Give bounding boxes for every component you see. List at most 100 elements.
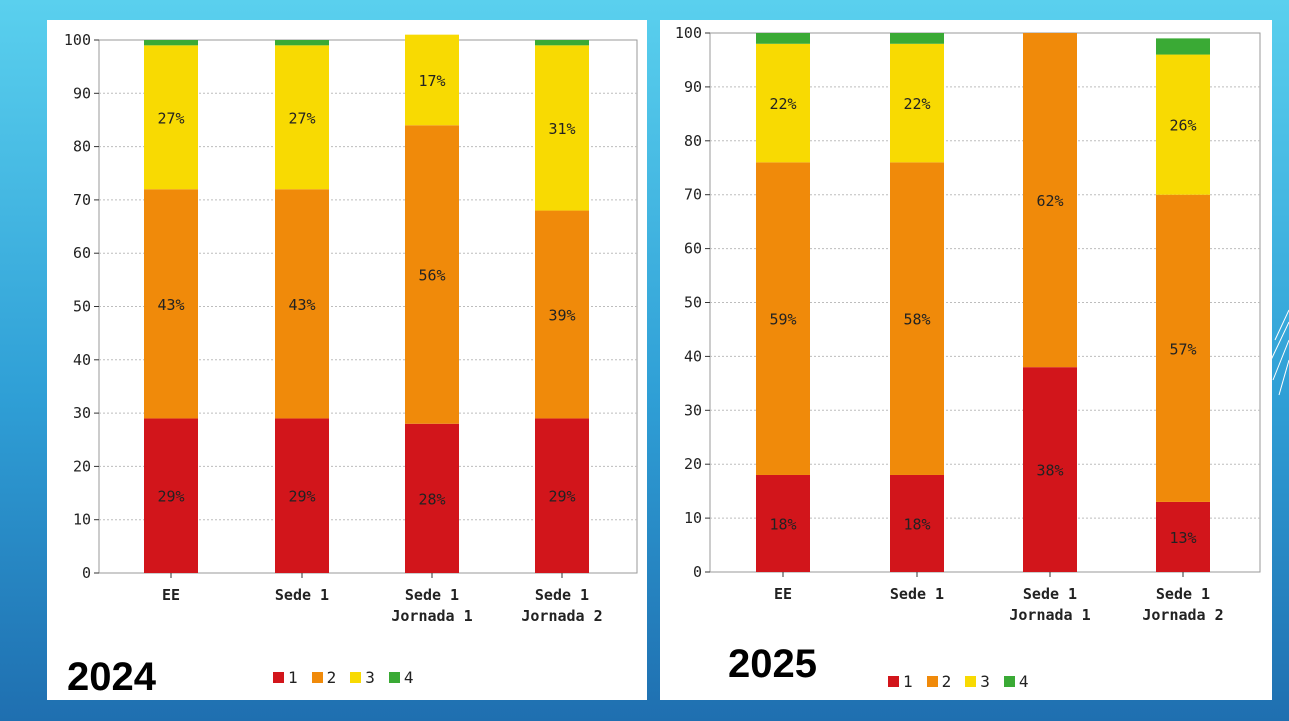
x-tick-label: Jornada 2 [1142, 606, 1223, 624]
y-tick-label: 10 [73, 511, 91, 529]
data-label: 18% [903, 515, 930, 533]
y-tick-label: 90 [684, 78, 702, 96]
bar-segment-level-3 [275, 45, 329, 190]
bar-segment-level-2 [890, 162, 944, 475]
x-tick-label: Sede 1 [1023, 585, 1077, 603]
legend-label: 2 [326, 668, 337, 687]
bar-segment-level-1 [756, 474, 810, 572]
x-tick-label: Sede 1 [275, 586, 329, 604]
legend-label: 4 [403, 668, 414, 687]
y-tick-label: 20 [684, 455, 702, 473]
data-label: 31% [548, 120, 575, 138]
y-tick-label: 80 [684, 132, 702, 150]
data-label: 58% [903, 311, 930, 329]
y-tick-label: 20 [73, 457, 91, 475]
bar-segment-level-2 [1156, 194, 1210, 502]
y-tick-label: 90 [73, 84, 91, 102]
x-tick-label: Jornada 1 [1009, 606, 1090, 624]
bar-segment-level-2 [756, 162, 810, 475]
x-tick-label: Jornada 2 [521, 607, 602, 625]
y-tick-label: 70 [73, 191, 91, 209]
stacked-bar-chart-2025: 0 10 20 30 40 50 60 70 80 90 100 18% 59% 22% EE 18% 58% 2… [675, 24, 1261, 624]
bar-segment-level-1 [275, 418, 329, 573]
data-label: 22% [903, 95, 930, 113]
chart-panel-2025: 0 10 20 30 40 50 60 70 80 90 100 18% 59% 22% EE 18% 58% 2… [660, 20, 1272, 700]
legend-swatch [388, 672, 400, 683]
bar-segment-level-1 [890, 474, 944, 572]
x-tick-label: Sede 1 [535, 586, 589, 604]
legend-swatch [965, 676, 977, 687]
data-label: 39% [548, 306, 575, 324]
chart-title: 2025 [728, 642, 817, 686]
y-tick-label: 0 [693, 563, 702, 581]
legend-label: 3 [980, 672, 990, 691]
bar-segment-level-4 [1156, 38, 1210, 55]
y-tick-label: 70 [684, 186, 702, 204]
legend-swatch [350, 672, 362, 683]
data-label: 56% [418, 267, 445, 285]
bar-segment-level-1 [144, 418, 198, 573]
bar-segment-level-4 [535, 40, 589, 46]
y-tick-label: 100 [64, 31, 91, 49]
chart-title: 2024 [67, 655, 156, 699]
y-tick-label: 0 [82, 564, 91, 582]
legend-label: 4 [1018, 672, 1029, 691]
bar-segment-level-4 [756, 33, 810, 44]
bar-segment-level-4 [275, 40, 329, 46]
legend-item: 1 [273, 668, 298, 687]
data-label: 62% [1036, 192, 1063, 210]
bar-segment-level-3 [535, 45, 589, 211]
bar-segment-level-3 [144, 45, 198, 190]
y-tick-label: 80 [73, 138, 91, 156]
y-tick-label: 60 [684, 240, 702, 258]
legend-swatch [273, 672, 284, 683]
legend-swatch [888, 676, 899, 687]
bar-segment-level-2 [275, 189, 329, 419]
bar-segment-level-1 [1156, 501, 1210, 572]
y-tick-label: 30 [73, 404, 91, 422]
legend-label: 2 [941, 672, 952, 691]
bar-segment-level-4 [890, 33, 944, 44]
bar-segment-level-3 [756, 43, 810, 163]
bar-segment-level-4 [144, 40, 198, 46]
bar-segment-level-3 [1156, 54, 1210, 195]
x-tick-label: Sede 1 [1156, 585, 1210, 603]
x-tick-label: EE [162, 586, 180, 604]
legend-item: 4 [1003, 672, 1029, 691]
data-label: 27% [157, 109, 184, 127]
data-label: 29% [157, 488, 184, 506]
data-label: 27% [288, 109, 315, 127]
data-label: 13% [1169, 529, 1196, 547]
stacked-bar-chart-2024: 0 10 20 30 40 50 60 70 80 90 100 29% 43% 27% EE 29% 43% 2… [64, 31, 638, 625]
data-label: 43% [288, 296, 315, 314]
y-tick-label: 50 [73, 298, 91, 316]
x-tick-label: Jornada 1 [391, 607, 472, 625]
bar-segment-level-1 [1023, 367, 1077, 572]
legend-item: 4 [388, 668, 414, 687]
bar-segment-level-1 [535, 418, 589, 573]
legend-label: 1 [903, 672, 913, 691]
legend-item: 1 [888, 672, 913, 691]
chart-legend: 1 2 3 4 [888, 672, 1037, 691]
y-tick-label: 10 [684, 509, 702, 527]
x-tick-label: Sede 1 [405, 586, 459, 604]
bar-segment-level-2 [535, 210, 589, 419]
bar-segment-level-2 [144, 189, 198, 419]
bar-segment-level-3 [890, 43, 944, 163]
data-label: 59% [769, 311, 796, 329]
data-label: 29% [548, 488, 575, 506]
data-label: 28% [418, 490, 445, 508]
legend-item: 3 [965, 672, 990, 691]
data-label: 38% [1036, 462, 1063, 480]
legend-swatch [1003, 676, 1015, 687]
bar-segment-level-2 [1023, 33, 1077, 368]
y-tick-label: 60 [73, 244, 91, 262]
x-tick-label: Sede 1 [890, 585, 944, 603]
data-label: 17% [418, 72, 445, 90]
bar-segment-level-1 [405, 423, 459, 573]
legend-label: 3 [365, 668, 375, 687]
legend-item: 2 [311, 668, 337, 687]
legend-label: 1 [288, 668, 298, 687]
decorative-lines [1270, 309, 1289, 396]
chart-panel-2024: 0 10 20 30 40 50 60 70 80 90 100 29% 43% 27% EE 29% 43% 2… [47, 20, 647, 700]
